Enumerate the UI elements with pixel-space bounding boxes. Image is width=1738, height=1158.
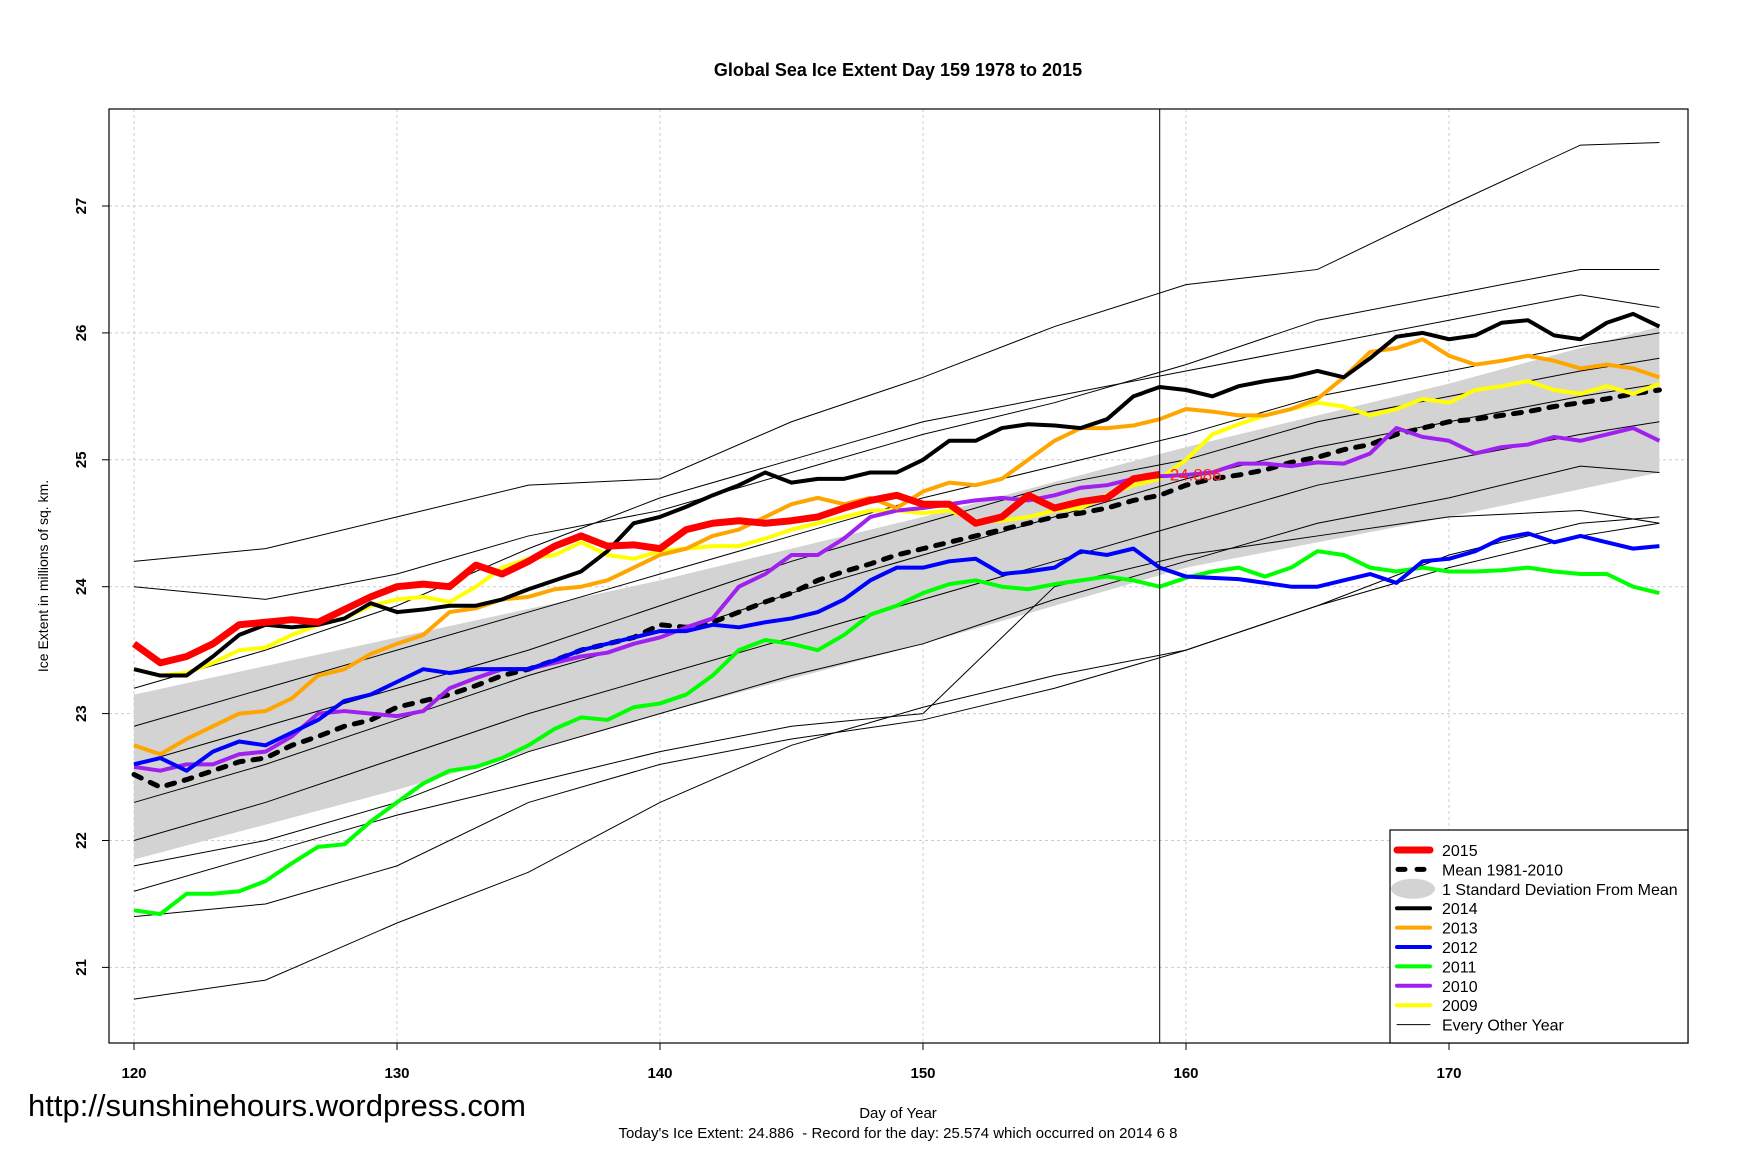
legend-label: Mean 1981-2010 bbox=[1442, 862, 1563, 879]
y-tick-label: 26 bbox=[73, 325, 90, 342]
sd-band-area bbox=[134, 326, 1660, 860]
x-axis-label: Day of Year bbox=[859, 1105, 937, 1122]
legend: 2015 Mean 1981-2010 1 Standard Deviation F… bbox=[1389, 829, 1689, 1044]
legend-swatch-band bbox=[1391, 878, 1435, 899]
legend-label: Every Other Year bbox=[1442, 1018, 1565, 1035]
legend-label: 2014 bbox=[1442, 901, 1478, 918]
footer-text: Today's Ice Extent: 24.886 - Record for … bbox=[618, 1125, 1177, 1142]
series-2012 bbox=[133, 531, 1660, 773]
series-2011 bbox=[133, 549, 1660, 917]
x-tick-label: 150 bbox=[910, 1065, 935, 1082]
legend-label: 2010 bbox=[1442, 979, 1478, 996]
y-tick-label: 24 bbox=[73, 578, 90, 595]
other-year-line bbox=[133, 421, 1660, 841]
other-year-line bbox=[133, 268, 1660, 600]
y-tick-label: 23 bbox=[73, 705, 90, 722]
y-tick-label: 21 bbox=[73, 959, 90, 976]
legend-label: 2015 bbox=[1442, 843, 1478, 860]
series-2015 bbox=[131, 470, 1161, 667]
other-year-line bbox=[133, 357, 1660, 765]
legend-label: 2012 bbox=[1442, 940, 1478, 957]
legend-label: 2011 bbox=[1442, 959, 1477, 976]
x-tick-label: 160 bbox=[1173, 1065, 1198, 1082]
watermark-url: http://sunshinehours.wordpress.com bbox=[28, 1088, 526, 1123]
other-year-line bbox=[133, 510, 1660, 892]
other-year-line bbox=[133, 516, 1660, 1000]
x-tick-label: 130 bbox=[384, 1065, 409, 1082]
other-years-lines bbox=[133, 142, 1660, 1000]
series-2010 bbox=[133, 426, 1661, 773]
legend-box bbox=[1389, 829, 1689, 1044]
other-year-line bbox=[133, 522, 1660, 918]
legend-label: 2013 bbox=[1442, 921, 1478, 938]
legend-label: 2009 bbox=[1442, 998, 1478, 1015]
x-tick-label: 120 bbox=[121, 1065, 146, 1082]
y-tick-label: 25 bbox=[73, 451, 90, 468]
x-tick-label: 140 bbox=[647, 1065, 672, 1082]
other-year-line bbox=[133, 332, 1660, 727]
legend-label: 1 Standard Deviation From Mean bbox=[1442, 882, 1678, 899]
other-year-line bbox=[133, 294, 1660, 689]
y-tick-label: 27 bbox=[73, 198, 90, 215]
year-series bbox=[131, 311, 1661, 917]
series-2014 bbox=[133, 311, 1661, 678]
series-2013 bbox=[133, 337, 1661, 757]
chart-title: Global Sea Ice Extent Day 159 1978 to 20… bbox=[714, 60, 1082, 80]
x-tick-label: 170 bbox=[1436, 1065, 1461, 1082]
sd-band bbox=[134, 326, 1660, 860]
y-axis-label: Ice Extent in millions of sq. km. bbox=[35, 480, 51, 672]
plot-frame bbox=[108, 108, 1689, 1044]
y-tick-label: 22 bbox=[73, 832, 90, 849]
current-value-label: 24.886 bbox=[1170, 465, 1222, 484]
axes: 120 130 140 150 160 170 21 22 23 24 25 26 27 bbox=[73, 198, 1462, 1082]
other-year-line bbox=[133, 142, 1660, 562]
